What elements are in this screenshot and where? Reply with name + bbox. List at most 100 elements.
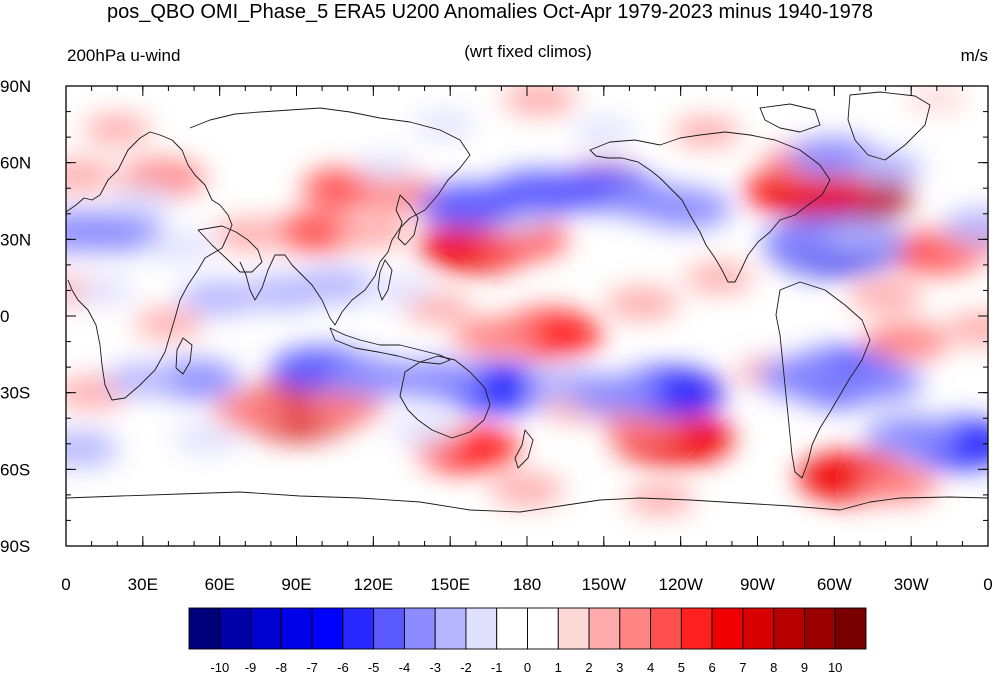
lon-label: 90W <box>740 575 775 594</box>
lat-label: 90N <box>0 77 31 96</box>
colorbar-label: -5 <box>368 660 380 675</box>
colorbar-label: 1 <box>555 660 562 675</box>
colorbar-label: 8 <box>770 660 777 675</box>
anomaly-blob-64 <box>105 363 180 397</box>
new-zealand-coastline <box>514 429 534 469</box>
anomaly-blob-72 <box>837 363 924 402</box>
anomaly-blob-10 <box>213 392 293 429</box>
figure-title: pos_QBO OMI_Phase_5 ERA5 U200 Anomalies … <box>107 1 873 23</box>
anomaly-blob-59 <box>294 267 375 304</box>
anomaly-blob-57 <box>179 280 260 316</box>
lon-label: 120W <box>658 575 702 594</box>
colorbar-label: 2 <box>585 660 592 675</box>
colorbar-label: -2 <box>460 660 472 675</box>
anomaly-blob-71 <box>757 356 850 398</box>
anomaly-blob-78 <box>390 415 459 447</box>
colorbar-swatch <box>588 607 621 650</box>
lon-label: 0 <box>983 575 992 594</box>
colorbar-label: 10 <box>828 660 842 675</box>
colorbar-label: 0 <box>524 660 531 675</box>
colorbar-swatch <box>188 607 221 650</box>
anomaly-blob-17 <box>271 211 363 253</box>
anomaly-blob-74 <box>865 415 958 457</box>
anomaly-blob-4 <box>453 317 540 356</box>
colorbar-label: 7 <box>739 660 746 675</box>
lon-label: 30E <box>128 575 158 594</box>
anomaly-blob-21 <box>66 158 116 192</box>
lon-label: 30W <box>894 575 929 594</box>
coastlines <box>66 91 988 513</box>
anomaly-blob-31 <box>685 262 754 293</box>
colorbar-swatch <box>711 607 744 650</box>
colorbar-swatch <box>804 607 836 650</box>
lat-label: 0 <box>0 307 9 326</box>
lat-label: 30S <box>0 384 30 403</box>
lat-label: 60N <box>0 154 31 173</box>
map-panel: 90N 60N 30N 0 30S 60S 90S 0 30E 60E 90E 120E 150E 18… <box>0 77 993 594</box>
colorbar-swatch <box>373 607 405 650</box>
anomaly-blob-39 <box>672 116 741 148</box>
anomaly-blob-66 <box>391 359 484 401</box>
arabia-coastline <box>197 225 263 273</box>
anomaly-blob-40 <box>905 86 968 113</box>
lon-label: 120E <box>353 575 393 594</box>
colorbar-swatch <box>834 607 867 650</box>
colorbar-swatch <box>742 607 775 650</box>
lon-label: 180 <box>513 575 541 594</box>
anomaly-blob-54 <box>66 211 125 253</box>
japan-coastline <box>395 194 419 246</box>
greenland-coastline <box>847 91 931 161</box>
anomaly-blob-84 <box>73 276 136 305</box>
anomaly-blob-29 <box>605 286 680 320</box>
anomaly-blob-79 <box>355 153 418 182</box>
lon-label: 90E <box>281 575 311 594</box>
anomaly-blob-77 <box>848 151 923 185</box>
anomaly-blob-0 <box>502 86 577 116</box>
colorbar-swatch <box>619 607 652 650</box>
arctic-islands-coastline <box>759 103 821 133</box>
colorbar-swatch <box>342 607 375 650</box>
colorbar-swatch <box>527 607 559 650</box>
anomaly-field <box>66 86 988 516</box>
anomaly-blob-60 <box>364 275 433 306</box>
colorbar-label: -10 <box>210 660 229 675</box>
anomaly-blob-36 <box>626 484 695 516</box>
north-america-coastline <box>589 131 831 283</box>
anomaly-blob-23 <box>358 175 439 212</box>
australia-coastline <box>399 355 491 439</box>
lon-label: 0 <box>61 575 70 594</box>
anomaly-blob-80 <box>414 110 476 139</box>
colorbar-swatch <box>434 607 467 650</box>
lat-label: 60S <box>0 460 30 479</box>
lat-label: 30N <box>0 230 31 249</box>
colorbar-swatch <box>250 607 282 650</box>
colorbar-label: -4 <box>399 660 411 675</box>
colorbar-swatch <box>773 607 805 650</box>
longitude-labels: 0 30E 60E 90E 120E 150E 180 150W 120W 90W 60W 30W 0 <box>61 575 992 594</box>
climatology-note: (wrt fixed climos) <box>464 42 592 61</box>
variable-label: 200hPa u-wind <box>67 46 180 65</box>
colorbar-label: 6 <box>708 660 715 675</box>
lon-label: 60E <box>205 575 235 594</box>
colorbar-label: -7 <box>306 660 318 675</box>
lon-label: 150E <box>430 575 470 594</box>
colorbar-swatch <box>465 607 498 650</box>
lon-label: 150W <box>582 575 626 594</box>
colorbar-label: -8 <box>276 660 288 675</box>
anomaly-blob-35 <box>490 473 564 507</box>
latitude-labels: 90N 60N 30N 0 30S 60S 90S <box>0 77 31 556</box>
anomaly-blob-82 <box>172 423 241 454</box>
anomaly-blob-38 <box>83 114 152 145</box>
anomaly-blob-16 <box>858 466 939 503</box>
lat-label: 90S <box>0 537 30 556</box>
anomaly-blob-83 <box>572 118 635 146</box>
units-label: m/s <box>961 46 988 65</box>
colorbar-label: 4 <box>647 660 654 675</box>
madagascar-coastline <box>175 337 193 375</box>
anomaly-blob-69 <box>570 374 663 416</box>
colorbar-swatch <box>557 607 590 650</box>
anomaly-blob-11 <box>302 390 383 426</box>
colorbar-swatch <box>280 607 313 650</box>
colorbar-swatch <box>680 607 713 650</box>
